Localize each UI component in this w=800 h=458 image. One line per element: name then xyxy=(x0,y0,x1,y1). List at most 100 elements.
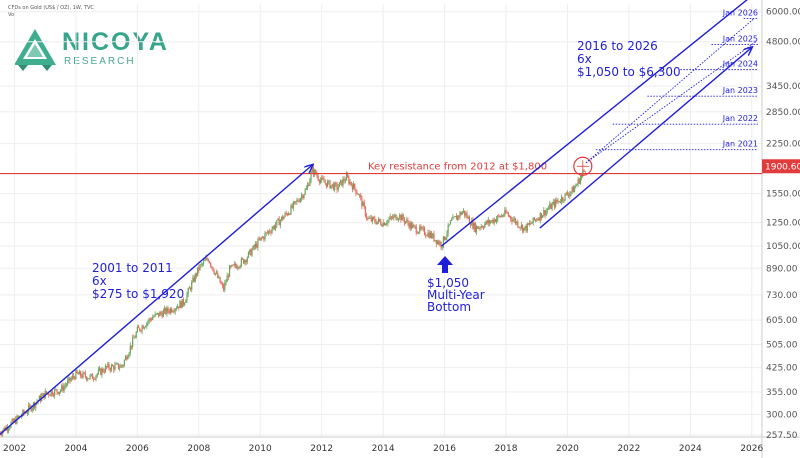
candle-body xyxy=(441,246,443,248)
candle-body xyxy=(338,182,341,188)
candle-body xyxy=(121,365,123,367)
candle-body xyxy=(237,267,239,269)
candle-body xyxy=(508,215,511,217)
candle-body xyxy=(148,318,150,322)
projection-level-label: Jan 2021 xyxy=(722,140,758,149)
candle-body xyxy=(569,193,571,197)
candle-body xyxy=(498,215,500,217)
candle-body xyxy=(25,412,27,414)
candle-body xyxy=(533,217,535,221)
candle-body xyxy=(342,178,344,186)
candle-body xyxy=(309,180,311,186)
candle-body xyxy=(188,287,190,289)
candle-body xyxy=(358,194,361,196)
candle-body xyxy=(369,217,371,219)
candle-body xyxy=(199,264,201,270)
candle-body xyxy=(145,326,147,328)
candle-body xyxy=(193,277,195,282)
candle-body xyxy=(464,210,466,216)
candle-body xyxy=(381,224,383,227)
candle-body xyxy=(245,260,247,263)
candle-body xyxy=(563,200,565,202)
candle-body xyxy=(230,265,232,267)
candle-body xyxy=(58,391,60,394)
candle-body xyxy=(97,369,99,374)
candle-body xyxy=(500,215,502,218)
candle-body xyxy=(495,218,498,222)
candle-body xyxy=(547,208,550,210)
candle-body xyxy=(523,227,525,232)
candle-body xyxy=(250,249,252,256)
candle-body xyxy=(413,224,415,226)
candle-body xyxy=(308,184,310,186)
candle-body xyxy=(207,259,209,262)
candle-body xyxy=(331,184,333,186)
candle-body xyxy=(558,200,560,203)
candle-body xyxy=(520,224,522,228)
candle-body xyxy=(306,184,309,189)
candle-body xyxy=(107,363,109,367)
candle-body xyxy=(516,221,518,224)
candle-body xyxy=(147,321,149,323)
up-arrow-icon xyxy=(437,256,453,273)
candle-body xyxy=(175,308,177,310)
candle-body xyxy=(271,229,273,233)
candle-body xyxy=(314,169,316,175)
candle-body xyxy=(256,243,258,248)
candle-body xyxy=(584,170,586,172)
candle-body xyxy=(403,219,406,223)
price-candles xyxy=(0,164,586,438)
candle-body xyxy=(329,180,331,189)
candle-body xyxy=(583,170,585,172)
candle-body xyxy=(45,391,48,394)
candle-body xyxy=(477,226,479,229)
candle-body xyxy=(126,356,128,360)
candle-body xyxy=(238,267,240,269)
candle-body xyxy=(122,364,124,367)
candle-body xyxy=(141,326,143,332)
candle-body xyxy=(568,194,570,197)
candle-body xyxy=(298,201,300,203)
candle-body xyxy=(503,215,505,217)
y-tick-label: 3450.00 xyxy=(766,82,800,92)
candle-body xyxy=(264,233,266,240)
candle-body xyxy=(442,236,444,247)
candle-body xyxy=(218,277,220,278)
candle-body xyxy=(78,371,81,375)
candle-body xyxy=(87,378,89,380)
candle-body xyxy=(119,367,121,369)
candle-body xyxy=(243,258,245,264)
x-tick-label: 2020 xyxy=(556,444,579,454)
candle-body xyxy=(434,239,436,241)
candle-body xyxy=(387,220,389,224)
candle-body xyxy=(566,192,569,195)
candle-body xyxy=(529,223,531,225)
x-axis: 2002 2004 2006 2008 2010 2012 2014 2016 2018 2020… xyxy=(3,444,763,454)
candle-body xyxy=(323,179,325,183)
candle-body xyxy=(542,215,544,218)
candle-body xyxy=(472,220,474,229)
candle-body xyxy=(29,405,31,407)
candle-body xyxy=(26,411,29,414)
candle-body xyxy=(343,178,345,181)
candle-body xyxy=(315,169,317,175)
candle-body xyxy=(348,177,350,184)
candle-body xyxy=(389,216,391,220)
candle-body xyxy=(501,215,504,217)
candle-body xyxy=(553,201,556,207)
candle-body xyxy=(565,192,567,194)
candle-body xyxy=(373,217,375,219)
candle-body xyxy=(581,174,583,178)
candle-body xyxy=(397,218,400,220)
candle-body xyxy=(301,195,303,199)
candle-body xyxy=(401,214,403,221)
candle-body xyxy=(545,210,547,216)
candle-body xyxy=(436,241,439,244)
y-tick-label: 355.00 xyxy=(766,388,798,398)
candle-body xyxy=(399,214,401,219)
x-tick-label: 2026 xyxy=(740,444,763,454)
y-tick-label: 2850.00 xyxy=(766,108,800,118)
candle-body xyxy=(304,189,306,195)
